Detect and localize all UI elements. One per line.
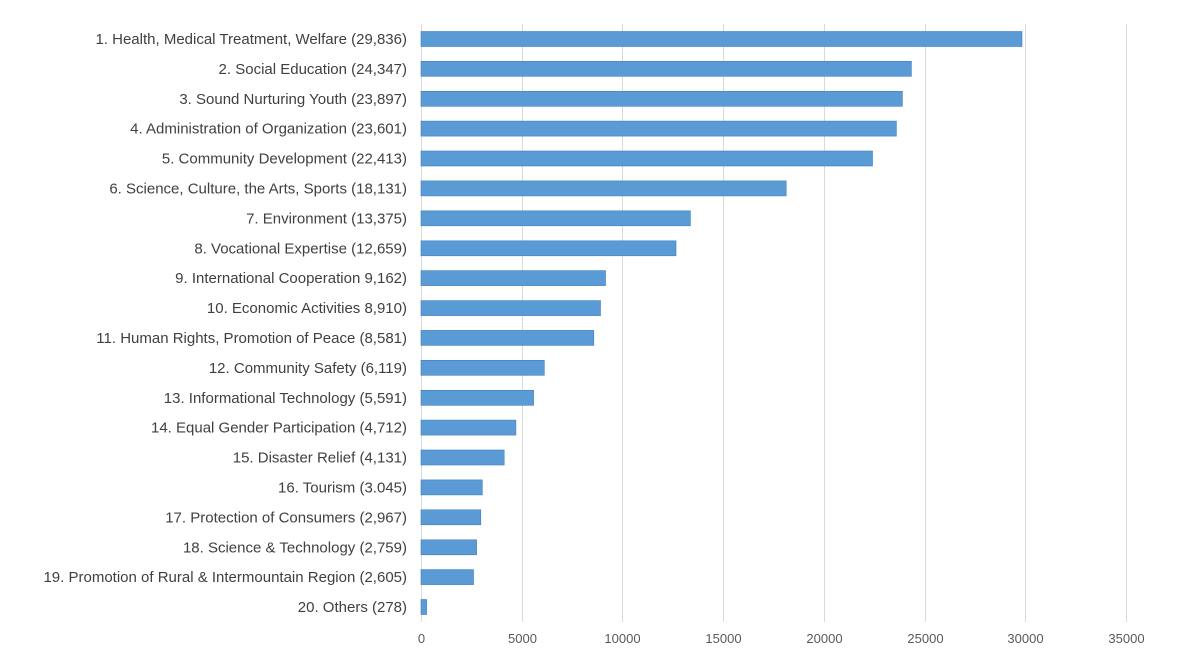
x-tick-label: 30000 <box>1007 631 1043 646</box>
bar-20 <box>420 599 427 615</box>
x-tick-label: 25000 <box>907 631 943 646</box>
category-label: 16. Tourism (3.045) <box>278 479 407 496</box>
bar-2 <box>420 60 912 77</box>
bar-15 <box>420 449 505 466</box>
x-tick-label: 10000 <box>604 631 640 646</box>
category-label: 17. Protection of Consumers (2,967) <box>165 509 407 526</box>
category-labels: 1. Health, Medical Treatment, Welfare (2… <box>43 31 407 616</box>
bar-16 <box>420 479 483 496</box>
category-label: 11. Human Rights, Promotion of Peace (8,… <box>96 330 407 347</box>
x-tick-label: 5000 <box>508 631 537 646</box>
gridlines <box>421 24 1127 622</box>
category-label: 2. Social Education (24,347) <box>219 61 407 78</box>
bar-5 <box>420 150 873 167</box>
bar-13 <box>420 389 534 406</box>
bar-6 <box>420 180 787 197</box>
category-label: 3. Sound Nurturing Youth (23,897) <box>179 91 407 108</box>
category-label: 6. Science, Culture, the Arts, Sports (1… <box>109 180 407 197</box>
bar-8 <box>420 240 677 257</box>
x-axis-ticks: 0 5000 10000 15000 20000 25000 30000 35000 <box>418 631 1145 646</box>
category-label: 13. Informational Technology (5,591) <box>164 390 407 407</box>
category-label: 8. Vocational Expertise (12,659) <box>194 240 407 257</box>
bar-17 <box>420 509 482 526</box>
bar-11 <box>420 330 595 346</box>
category-label: 5. Community Development (22,413) <box>162 151 407 168</box>
x-tick-label: 0 <box>418 631 425 646</box>
category-label: 10. Economic Activities 8,910) <box>207 300 407 317</box>
x-tick-label: 35000 <box>1108 631 1144 646</box>
category-label: 9. International Cooperation 9,162) <box>175 270 407 287</box>
category-label: 7. Environment (13,375) <box>246 210 407 227</box>
bar-7 <box>420 210 691 227</box>
bar-12 <box>420 359 545 376</box>
bar-9 <box>420 270 606 286</box>
bar-19 <box>420 569 474 585</box>
category-label: 12. Community Safety (6,119) <box>209 360 407 377</box>
x-tick-label: 20000 <box>806 631 842 646</box>
category-label: 18. Science & Technology (2,759) <box>183 539 407 556</box>
bar-10 <box>420 300 601 316</box>
bar-1 <box>420 31 1023 47</box>
category-label: 19. Promotion of Rural & Intermountain R… <box>43 569 407 586</box>
bar-4 <box>420 120 897 137</box>
category-label: 4. Administration of Organization (23,60… <box>130 121 407 138</box>
bars <box>420 31 1023 615</box>
x-tick-label: 15000 <box>705 631 741 646</box>
bar-14 <box>420 419 517 436</box>
category-label: 14. Equal Gender Participation (4,712) <box>151 420 407 437</box>
bar-18 <box>420 539 477 556</box>
category-label: 15. Disaster Relief (4,131) <box>233 450 407 467</box>
bar-3 <box>420 91 903 107</box>
category-label: 1. Health, Medical Treatment, Welfare (2… <box>95 31 407 48</box>
category-label: 20. Others (278) <box>298 599 407 616</box>
